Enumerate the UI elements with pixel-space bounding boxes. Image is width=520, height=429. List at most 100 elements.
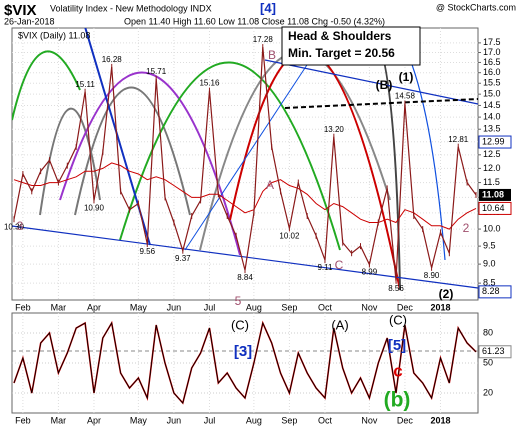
wave-label: A <box>266 178 274 192</box>
x-tick-label: Mar <box>51 415 67 425</box>
value-label: 9.56 <box>139 247 155 256</box>
x-tick-label: Aug <box>246 302 262 312</box>
stoch-box <box>478 345 512 359</box>
stoch-line <box>13 321 477 404</box>
wave-label: 5 <box>235 294 242 308</box>
x-tick-label: Apr <box>87 302 101 312</box>
x-tick-label: Jul <box>204 415 216 425</box>
y-tick-label: 10.0 <box>483 223 501 233</box>
quote: Open 11.40 High 11.60 Low 11.08 Close 11… <box>124 16 385 26</box>
y-tick-label: 12.0 <box>483 163 501 173</box>
y-tick-label: 20 <box>483 387 493 397</box>
x-tick-label: May <box>130 415 148 425</box>
wave-label: B <box>268 48 276 62</box>
ma-box <box>478 201 512 215</box>
title: Volatility Index - New Methodology INDX <box>50 3 212 13</box>
y-tick-label: 17.5 <box>483 37 501 47</box>
x-tick-label: Mar <box>51 302 67 312</box>
x-tick-label: Oct <box>318 415 333 425</box>
neckline <box>284 98 479 109</box>
value-label: 10.02 <box>279 232 300 241</box>
y-tick-label: 15.5 <box>483 78 501 88</box>
value-label: 8.90 <box>424 271 440 280</box>
value-label: 8.56 <box>388 284 404 293</box>
date: 26-Jan-2018 <box>4 16 55 26</box>
wave-label: C <box>335 258 344 272</box>
x-tick-label: Sep <box>281 415 297 425</box>
wave-label: (b) <box>384 389 411 412</box>
x-tick-label: 2018 <box>430 415 450 425</box>
value-label: 10.30 <box>4 222 25 231</box>
value-label: 8.99 <box>362 268 378 277</box>
band-box <box>478 135 512 149</box>
x-tick-label: Apr <box>87 415 101 425</box>
wedge-line <box>264 59 479 105</box>
wave-label: (1) <box>399 70 414 84</box>
wave-label: c <box>393 361 402 380</box>
value-label: 15.16 <box>199 79 220 88</box>
value-label: 15.11 <box>75 80 95 89</box>
stoch-last: 61.23 <box>482 346 505 356</box>
y-tick-label: 16.5 <box>483 57 501 67</box>
y-tick-label: 16.0 <box>483 67 501 77</box>
value-label: 9.37 <box>175 254 191 263</box>
value-label: 9.11 <box>317 263 333 272</box>
x-tick-label: Feb <box>15 415 31 425</box>
wave-label: (A) <box>331 317 348 332</box>
symbol: $VIX <box>4 2 37 19</box>
value-label: 14.58 <box>395 92 416 101</box>
band-box <box>478 285 512 299</box>
y-tick-label: 13.5 <box>483 124 501 134</box>
x-tick-label: Dec <box>397 415 414 425</box>
value-label: 16.28 <box>102 55 123 64</box>
y-tick-label: 8.5 <box>483 278 496 288</box>
y-tick-label: 9.0 <box>483 258 496 268</box>
x-tick-label: Sep <box>281 302 297 312</box>
wave-label: 2 <box>463 221 470 235</box>
x-tick-label: Feb <box>15 302 31 312</box>
wave-label: 3 <box>17 219 24 233</box>
wave-label: [4] <box>260 0 276 15</box>
x-tick-label: Jun <box>167 415 182 425</box>
y-tick-label: 50 <box>483 357 493 367</box>
value-label: 17.28 <box>253 35 274 44</box>
x-tick-label: Nov <box>361 302 378 312</box>
x-tick-label: Oct <box>318 302 333 312</box>
last-price: 11.08 <box>482 189 504 199</box>
y-tick-label: 12.5 <box>483 149 501 159</box>
callout-text: Min. Target = 20.56 <box>288 46 395 60</box>
legend: $VIX (Daily) 11.08 <box>18 30 90 40</box>
y-tick-label: 9.5 <box>483 241 496 251</box>
value-label: 13.20 <box>324 125 345 134</box>
value-label: 12.81 <box>448 135 469 144</box>
value-label: 8.84 <box>237 273 253 282</box>
arc <box>119 61 341 251</box>
x-tick-label: Aug <box>246 415 262 425</box>
wave-label: (C) <box>389 312 407 327</box>
y-tick-label: 80 <box>483 327 493 337</box>
x-tick-label: May <box>130 302 148 312</box>
callout-box <box>281 26 421 66</box>
x-tick-label: Jul <box>204 302 216 312</box>
band-label: 12.99 <box>482 136 505 146</box>
y-tick-label: 14.0 <box>483 111 501 121</box>
x-tick-label: Jun <box>167 302 182 312</box>
x-tick-label: 2018 <box>430 302 450 312</box>
wedge-line <box>11 225 479 289</box>
wave-label: (2) <box>439 287 454 301</box>
arc <box>59 71 241 256</box>
wave-label: [3] <box>234 343 252 360</box>
arc <box>12 50 81 121</box>
callout-text: Head & Shoulders <box>288 29 392 43</box>
arc <box>74 86 191 216</box>
last-price-box <box>479 188 511 201</box>
price-panel <box>11 27 479 301</box>
y-tick-label: 11.5 <box>483 177 500 187</box>
wave-label: [5] <box>388 337 406 354</box>
x-tick-label: Dec <box>397 302 414 312</box>
y-tick-label: 15.0 <box>483 89 501 99</box>
y-tick-label: 14.5 <box>483 100 501 110</box>
band-label: 8.28 <box>482 286 500 296</box>
ma-label: 10.64 <box>482 203 505 213</box>
